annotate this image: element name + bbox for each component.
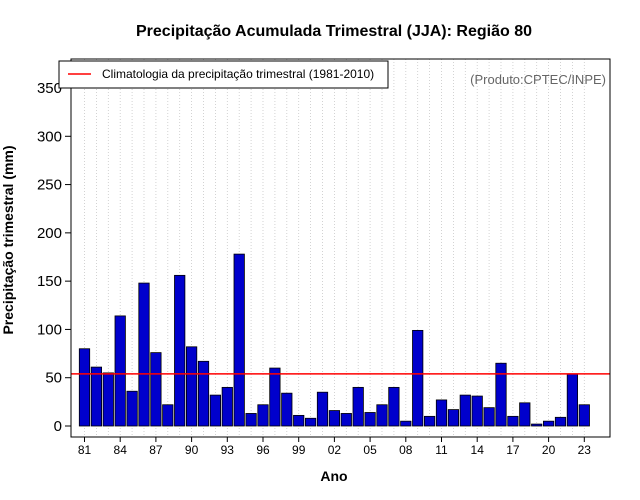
bar-2003 <box>340 413 352 427</box>
chart-title: Precipitação Acumulada Trimestral (JJA):… <box>136 23 532 40</box>
credit-text: (Produto:CPTEC/INPE) <box>470 72 606 87</box>
y-tick-label: 100 <box>37 321 62 338</box>
bar-1984 <box>114 315 126 427</box>
bar-2011 <box>435 399 448 427</box>
bar-1988 <box>162 404 174 427</box>
bar-2000 <box>304 417 317 427</box>
x-tick-label: 87 <box>149 443 163 457</box>
bar-1996 <box>257 404 269 427</box>
y-tick-label: 250 <box>37 177 62 194</box>
x-tick-label: 02 <box>328 443 342 457</box>
bar-2001 <box>316 391 329 427</box>
bar-2004 <box>352 386 364 427</box>
legend-label: Climatologia da precipitação trimestral … <box>102 67 374 81</box>
bar-1995 <box>245 413 257 427</box>
bar-1994 <box>233 253 245 427</box>
bar-2021 <box>554 416 567 427</box>
bar-2005 <box>364 412 376 427</box>
bar-1991 <box>197 360 210 427</box>
bar-1992 <box>209 394 221 427</box>
bar-1983 <box>102 372 114 427</box>
y-tick-label: 200 <box>37 225 62 242</box>
bar-2016 <box>495 362 507 427</box>
bar-1985 <box>126 390 138 427</box>
bar-1989 <box>174 274 186 427</box>
x-tick-label: 17 <box>506 443 520 457</box>
bar-2010 <box>423 415 436 427</box>
legend: Climatologia da precipitação trimestral … <box>58 60 389 89</box>
x-tick-label: 05 <box>363 443 377 457</box>
bar-2013 <box>459 394 471 427</box>
y-tick-label: 300 <box>37 128 62 145</box>
bar-1987 <box>150 352 162 427</box>
bar-2017 <box>507 415 519 427</box>
bar-2014 <box>471 395 483 427</box>
x-tick-label: 08 <box>399 443 413 457</box>
x-tick-label: 81 <box>78 443 92 457</box>
x-axis-label: Ano <box>320 468 347 484</box>
x-axis: 81 84 87 90 93 96 99 02 05 08 11 14 17 20 23 <box>78 437 591 457</box>
x-tick-label: 20 <box>542 443 556 457</box>
x-tick-label: 99 <box>292 443 306 457</box>
y-tick-label: 150 <box>37 273 62 290</box>
bar-2006 <box>376 404 388 427</box>
y-tick-label: 50 <box>45 370 62 387</box>
bar-1982 <box>90 366 102 427</box>
y-axis: 0 50 100 150 200 250 300 350 <box>37 80 71 435</box>
bar-1981 <box>78 348 91 427</box>
bar-2009 <box>412 329 424 427</box>
bar-1990 <box>185 346 198 427</box>
x-tick-label: 93 <box>221 443 235 457</box>
y-tick-label: 0 <box>54 418 62 435</box>
x-tick-label: 23 <box>578 443 592 457</box>
bar-2019 <box>531 423 543 427</box>
bar-1993 <box>221 386 233 427</box>
bar-2018 <box>519 402 531 427</box>
bar-2023 <box>578 404 590 427</box>
bar-2015 <box>483 407 495 427</box>
y-tick-label: 350 <box>37 80 62 97</box>
bar-2008 <box>400 420 412 427</box>
x-tick-label: 96 <box>256 443 270 457</box>
bar-1997 <box>269 367 281 427</box>
x-tick-label: 90 <box>185 443 199 457</box>
bar-2007 <box>388 386 400 427</box>
x-tick-label: 84 <box>114 443 128 457</box>
bars-layer <box>78 253 590 427</box>
bar-1999 <box>293 414 305 427</box>
bar-1986 <box>138 282 150 427</box>
x-tick-label: 14 <box>471 443 485 457</box>
x-tick-label: 11 <box>435 443 448 457</box>
bar-2012 <box>447 409 460 427</box>
bar-2022 <box>566 373 579 427</box>
legend-box <box>58 60 389 89</box>
y-axis-label: Precipitação trimestral (mm) <box>0 145 16 334</box>
bar-2002 <box>328 410 341 427</box>
bar-2020 <box>543 420 555 427</box>
bar-1998 <box>281 392 293 427</box>
plot-frame <box>70 58 611 438</box>
